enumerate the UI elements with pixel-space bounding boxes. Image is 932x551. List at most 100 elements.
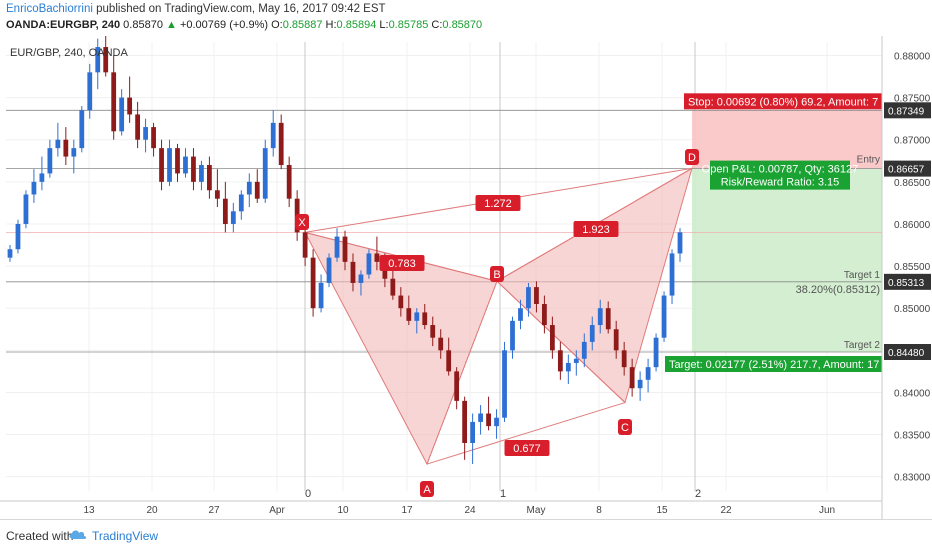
position-zones: [692, 110, 882, 353]
tradingview-link[interactable]: TradingView: [92, 529, 159, 543]
candle-body: [518, 308, 523, 321]
candle-body: [159, 148, 164, 182]
candle-body: [565, 362, 571, 372]
candle-body: [470, 421, 476, 443]
y-tick-label: 0.84000: [894, 388, 931, 399]
candle-body: [430, 325, 436, 338]
candle-body: [661, 295, 667, 338]
y-tick-label: 0.85000: [894, 304, 931, 315]
y-tick-label: 0.85500: [894, 262, 931, 273]
candle-body: [246, 181, 252, 195]
candle-body: [183, 156, 188, 174]
candle-body: [637, 379, 643, 389]
entry-label: Entry: [857, 155, 880, 166]
y-tick-label: 0.86000: [894, 220, 931, 231]
candle-body: [23, 194, 29, 224]
candle-body: [238, 194, 244, 212]
symbol-label: OANDA:EURGBP, 240: [6, 19, 121, 31]
candle-body: [55, 139, 61, 149]
candle-body: [494, 417, 499, 427]
candle-body: [326, 257, 332, 283]
ac-line: [426, 402, 626, 465]
publish-info: EnricoBachiorrini published on TradingVi…: [6, 3, 386, 15]
chart-header: EnricoBachiorrini published on TradingVi…: [0, 0, 932, 36]
y-tick-label: 0.83500: [894, 431, 931, 442]
price-tag-bg: [884, 160, 931, 177]
x-tick-label: 13: [83, 505, 95, 516]
candle-body: [135, 114, 141, 140]
candle-body: [342, 236, 348, 262]
close-value: 0.85870: [442, 19, 483, 31]
target2-label: Target 2: [844, 340, 881, 351]
x-tick-label: 22: [720, 505, 732, 516]
high-value: 0.85894: [336, 19, 377, 31]
up-arrow-icon: ▲: [166, 19, 177, 31]
candle-body: [318, 282, 324, 309]
open-value: 0.85887: [282, 19, 323, 31]
candle-body: [438, 337, 444, 351]
candle-body: [366, 253, 372, 275]
time-marker-label: 1: [500, 488, 506, 500]
pnl-box: [710, 160, 850, 190]
point-label-d: D: [688, 152, 696, 164]
candle-body: [557, 350, 563, 372]
candle-body: [645, 367, 651, 380]
x-tick-label: 20: [146, 505, 158, 516]
close-label: C:: [431, 19, 443, 31]
price-tag-bg: [884, 273, 931, 290]
candle-body: [79, 110, 85, 149]
y-tick-label: 0.86500: [894, 178, 931, 189]
target-zone: [692, 168, 882, 353]
point-label-a: A: [423, 484, 431, 496]
ratio-label: 0.783: [388, 258, 416, 270]
candle-body: [7, 249, 13, 258]
candle-body: [222, 198, 228, 224]
candle-body: [167, 148, 172, 182]
candle-body: [95, 47, 101, 73]
candle-body: [597, 308, 603, 326]
candle-body: [143, 127, 148, 140]
candle-body: [278, 122, 284, 165]
candle-body: [119, 97, 125, 132]
candle-body: [390, 278, 396, 296]
candle-body: [199, 164, 204, 182]
y-tick-label: 0.87000: [894, 136, 931, 147]
candle-body: [502, 350, 507, 418]
candle-body: [270, 122, 276, 149]
x-tick-label: 10: [337, 505, 349, 516]
time-marker-label: 2: [695, 488, 701, 500]
x-tick-label: 24: [464, 505, 476, 516]
target1-label: Target 1: [844, 270, 881, 281]
candle-body: [350, 261, 356, 283]
open-label: O:: [271, 19, 283, 31]
candle-body: [478, 413, 483, 422]
candle-body: [334, 236, 340, 258]
author-link[interactable]: EnricoBachiorrini: [6, 3, 93, 15]
candle-body: [542, 303, 547, 326]
candle-body: [262, 148, 268, 199]
candle-body: [374, 253, 380, 262]
x-tick-label: Apr: [269, 505, 285, 516]
candle-body: [310, 257, 316, 309]
price-axis: 0.830000.835000.840000.845000.850000.855…: [881, 36, 931, 519]
pattern-labels: 0.783 1.272 1.923 0.677 X A B C D Stop: 0.00692 (…: [295, 93, 882, 497]
candle-body: [71, 148, 77, 157]
point-label-c: C: [621, 422, 629, 434]
point-label-b: B: [493, 269, 500, 281]
ratio-label-bg: [475, 195, 521, 211]
candle-body: [486, 413, 491, 427]
bc-line: [496, 280, 626, 403]
candle-body: [87, 72, 93, 111]
candle-body: [214, 190, 220, 199]
candle-body: [358, 274, 364, 283]
x-tick-label: 27: [208, 505, 220, 516]
ratio-label-bg: [379, 255, 425, 271]
point-label-bg: [295, 214, 309, 230]
candle-body: [534, 287, 539, 304]
candle-body: [653, 337, 659, 368]
candle-body: [15, 223, 21, 250]
price-tag: 0.85313: [888, 278, 925, 289]
candle-body: [302, 232, 308, 258]
candle-body: [103, 47, 109, 73]
price-chart[interactable]: 0.783 1.272 1.923 0.677 X A B C D Stop: 0.00692 (…: [0, 36, 932, 519]
